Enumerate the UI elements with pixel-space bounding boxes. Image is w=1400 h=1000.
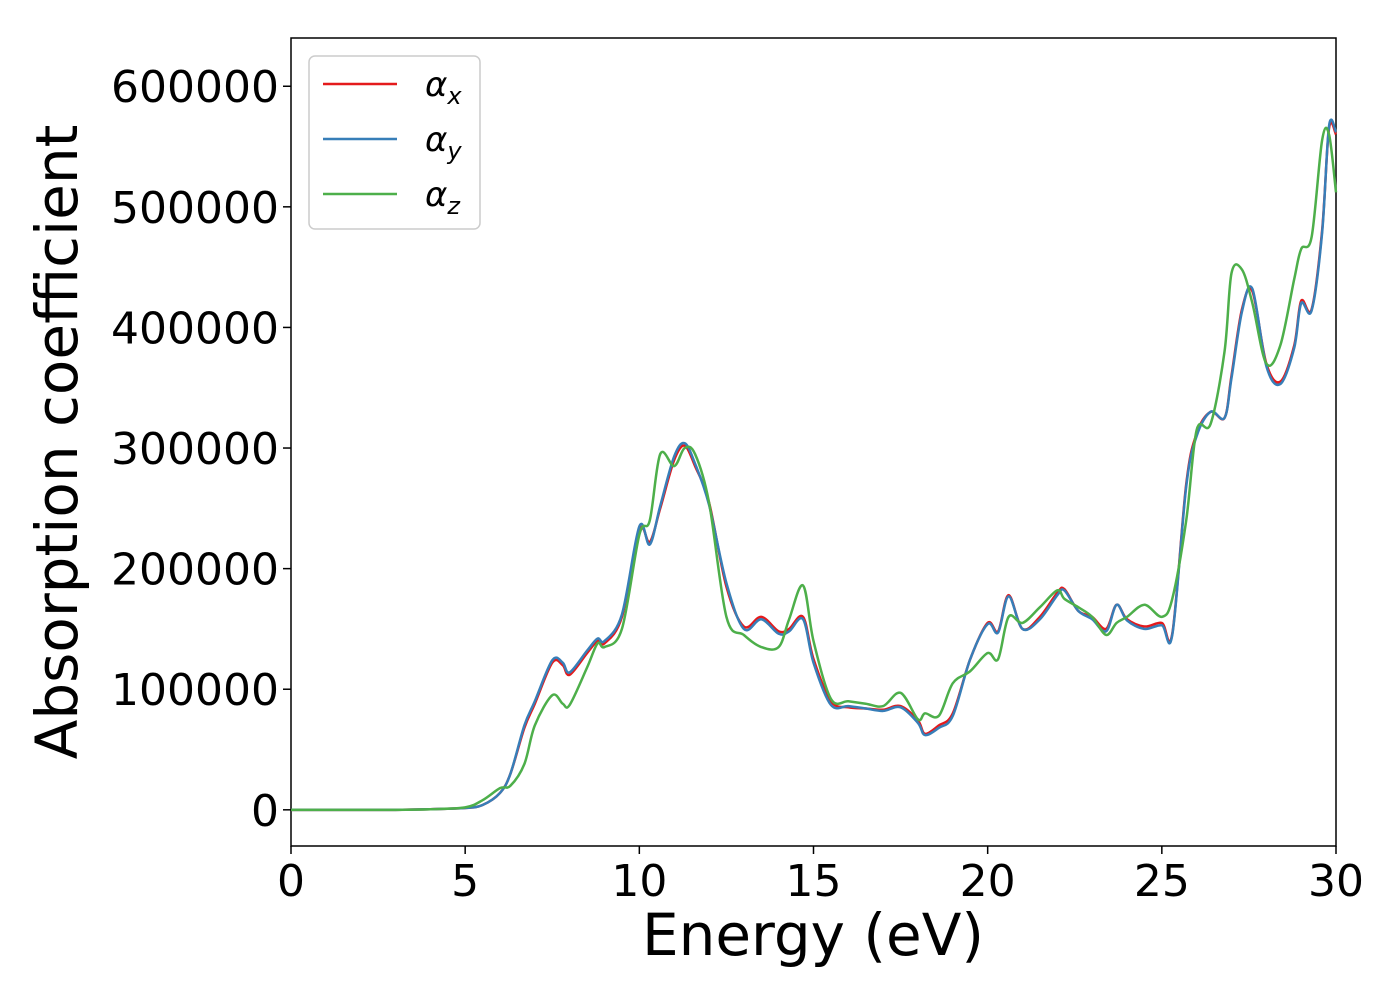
x-tick-label: 15 bbox=[786, 856, 842, 907]
y-tick-label: 500000 bbox=[111, 183, 279, 234]
y-tick-label: 100000 bbox=[111, 665, 279, 716]
x-axis-title: Energy (eV) bbox=[642, 901, 984, 969]
x-tick-label: 0 bbox=[277, 856, 305, 907]
legend: αx αy αz bbox=[308, 55, 481, 230]
x-tick-label: 20 bbox=[960, 856, 1016, 907]
x-tick-label: 25 bbox=[1134, 856, 1190, 907]
y-axis-ticks: 0 100000 200000 300000 400000 500000 600000 bbox=[111, 62, 291, 837]
y-axis-title: Absorption coefficient bbox=[23, 125, 91, 760]
legend-label-y: αy bbox=[425, 120, 462, 165]
legend-label-z: αz bbox=[425, 175, 461, 220]
x-axis-ticks: 0 5 10 15 20 25 30 bbox=[277, 846, 1364, 907]
y-tick-label: 0 bbox=[251, 786, 279, 837]
y-tick-label: 600000 bbox=[111, 62, 279, 113]
y-tick-label: 300000 bbox=[111, 424, 279, 475]
series-line-z bbox=[291, 126, 1338, 812]
y-tick-label: 400000 bbox=[111, 303, 279, 354]
series-line-y bbox=[291, 118, 1338, 812]
legend-label-x: αx bbox=[425, 65, 462, 110]
x-tick-label: 30 bbox=[1308, 856, 1364, 907]
x-tick-label: 5 bbox=[451, 856, 479, 907]
series-layer bbox=[291, 118, 1338, 812]
y-tick-label: 200000 bbox=[111, 545, 279, 596]
legend-box bbox=[308, 55, 481, 230]
x-tick-label: 10 bbox=[611, 856, 667, 907]
